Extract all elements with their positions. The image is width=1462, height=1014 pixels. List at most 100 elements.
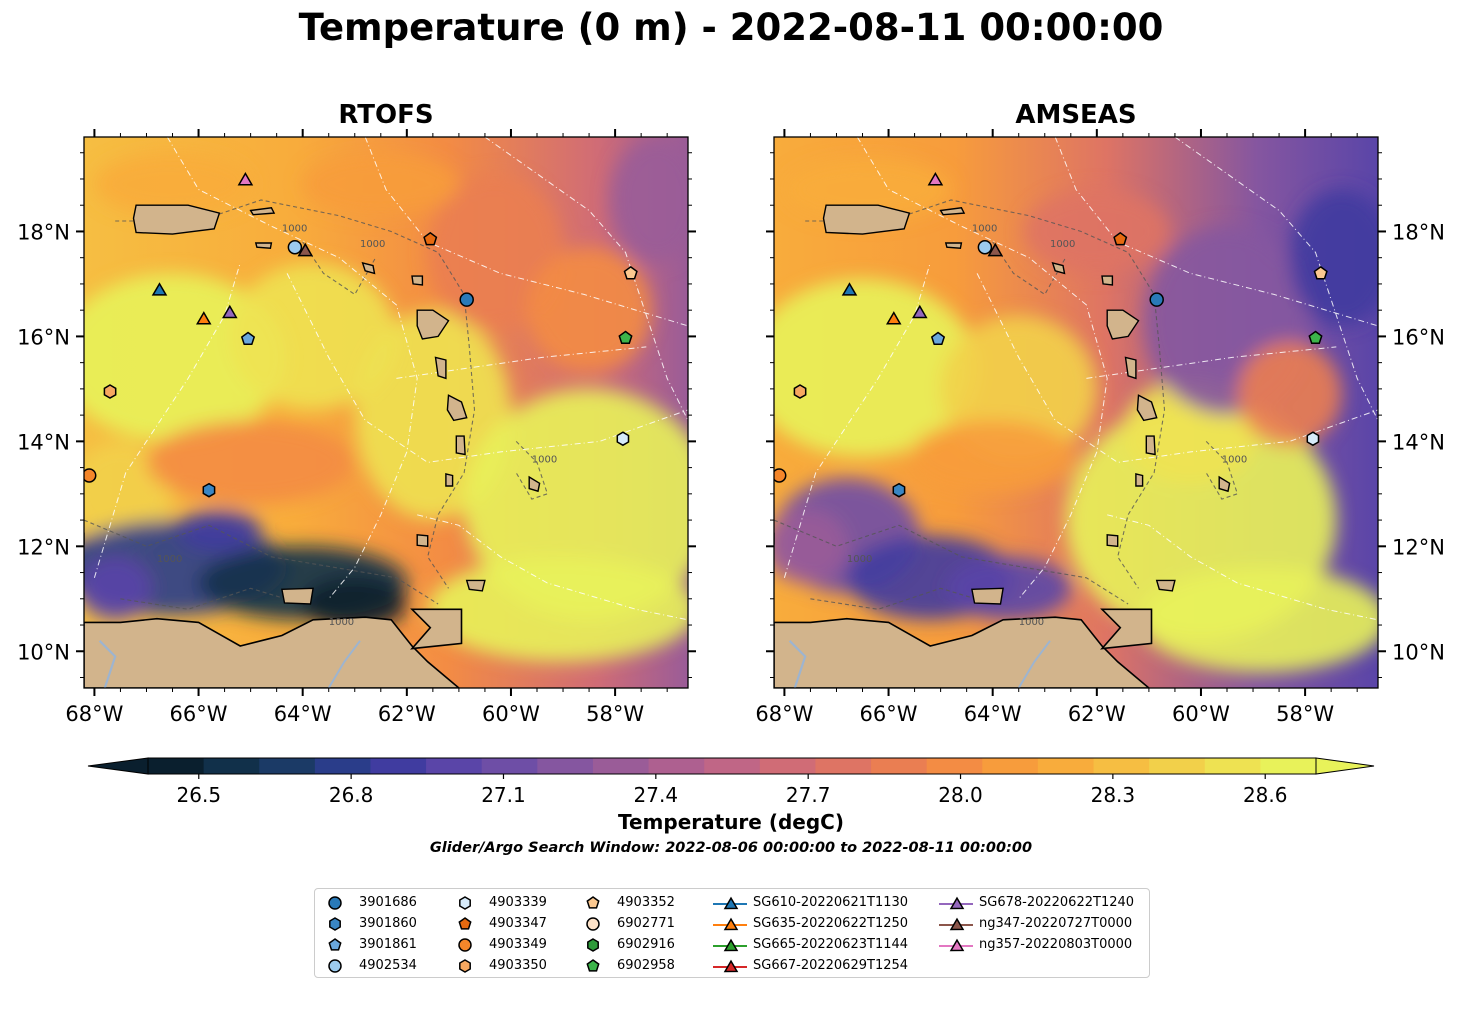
eez-boundary	[1107, 514, 1378, 621]
island-st-vincent	[1135, 473, 1144, 487]
island-martinique	[1136, 394, 1158, 422]
river	[327, 640, 361, 688]
legend-label: 3901861	[359, 937, 417, 952]
river	[98, 640, 117, 688]
legend-symbol	[458, 938, 472, 952]
legend-marker-hexagon	[587, 938, 599, 952]
island-grenada	[1106, 534, 1119, 548]
legend-marker-pentagon	[328, 938, 342, 951]
legend-label: 3901686	[359, 895, 417, 910]
colorbar-segment	[648, 758, 705, 774]
land-trinidad	[1100, 608, 1153, 650]
island-st-croix	[254, 242, 273, 249]
legend-label: 3901860	[359, 916, 417, 931]
contour-label: 1000	[157, 554, 182, 565]
colorbar-segment	[537, 758, 594, 774]
legend-marker-triangle	[949, 896, 965, 910]
legend-label: SG635-20220622T1250	[753, 916, 909, 931]
legend-marker-triangle	[723, 896, 739, 910]
eez-boundary	[856, 137, 1108, 600]
observation-3901686	[459, 292, 474, 307]
lon-label: 68°W	[65, 702, 123, 726]
island-barbados	[528, 475, 541, 493]
colorbar-segment	[481, 758, 538, 774]
island-martinique	[446, 394, 468, 422]
temperature-blob	[302, 577, 407, 631]
legend-marker-pentagon	[458, 917, 472, 930]
temperature-blob	[1237, 341, 1342, 447]
contour-label: 1000	[1050, 239, 1075, 250]
observation-4903339	[1306, 431, 1320, 447]
island-bonaire	[84, 532, 85, 545]
observation-SG678-20220622T1240	[911, 304, 928, 319]
colorbar-tick-label: 26.8	[329, 783, 374, 807]
legend-symbol	[459, 896, 471, 910]
island-antigua	[1101, 275, 1114, 286]
legend-symbol	[939, 896, 973, 910]
isobath-contour	[302, 241, 377, 296]
map-frame	[83, 136, 689, 689]
island-st-vincent	[445, 473, 454, 487]
observation-SG610-20220621T1130	[841, 282, 858, 296]
temperature-blob	[774, 509, 847, 584]
map-frame	[773, 136, 1379, 689]
colorbar-segment	[759, 758, 816, 774]
colorbar-segment	[1093, 758, 1150, 774]
island-st-croix	[944, 242, 963, 249]
lon-label: 64°W	[964, 702, 1022, 726]
observation-SG635-20220622T1250	[885, 311, 902, 325]
contour-label: 1000	[1019, 617, 1044, 628]
legend-marker-triangle	[949, 917, 965, 931]
observation-ng357-20220803T0000	[927, 172, 944, 186]
land-south-america	[774, 616, 1151, 688]
lat-label: 16°N	[1392, 325, 1445, 349]
observation-3901860	[202, 482, 216, 498]
colorbar-frame	[147, 757, 1317, 775]
legend-symbol	[586, 959, 600, 972]
map-panel-rtofs: 1000 1000 1000 1000 1000	[84, 137, 688, 688]
observation-3901861	[240, 331, 256, 346]
river	[788, 640, 807, 688]
legend-symbol	[939, 938, 973, 952]
island-tobago	[1155, 579, 1176, 592]
isobath-contour	[774, 519, 1129, 605]
map-panel-amseas: 1000 1000 1000 1000 1000	[774, 137, 1378, 688]
observation-6902958	[618, 330, 633, 344]
island-guadeloupe	[416, 309, 450, 340]
lon-label: 62°W	[1068, 702, 1126, 726]
island-barbados	[1218, 475, 1231, 493]
temperature-blob	[84, 556, 152, 620]
eez-boundary	[286, 273, 688, 463]
legend-label: 4903347	[489, 916, 547, 931]
eez-boundary	[166, 137, 418, 600]
legend-label: 6902958	[617, 958, 675, 973]
colorbar-tick-label: 28.6	[1243, 783, 1288, 807]
legend-marker-hexagon	[459, 896, 471, 910]
observation-4903350	[793, 384, 807, 399]
legend-symbol	[328, 959, 342, 973]
colorbar: 26.5 26.8 27.1 27.4 27.7 28.0 28.3 28.6	[87, 757, 1375, 807]
temperature-blob	[229, 262, 397, 410]
observation-4903347	[423, 231, 438, 246]
legend-symbol	[713, 896, 747, 910]
legend-symbol	[713, 938, 747, 952]
temperature-blob	[774, 278, 978, 458]
island-virgin-islands	[939, 207, 966, 216]
colorbar-segment	[1204, 758, 1261, 774]
observation-4903350	[103, 384, 117, 399]
eez-boundary	[1086, 346, 1337, 379]
legend-symbol	[328, 896, 342, 910]
legend-label: 4903339	[489, 895, 547, 910]
colorbar-segment	[871, 758, 928, 774]
legend-label: SG665-20220623T1144	[753, 937, 909, 952]
temperature-blob	[1138, 567, 1378, 673]
contour-label: 1000	[847, 554, 872, 565]
legend-marker-circle	[586, 917, 600, 931]
temperature-blob	[427, 556, 688, 662]
lon-label: 58°W	[1276, 702, 1334, 726]
isobath-contour	[992, 241, 1067, 296]
legend-marker-hexagon	[329, 917, 341, 931]
island-puerto-rico	[132, 204, 221, 235]
land-south-america	[84, 616, 461, 688]
contour-label: 1000	[972, 223, 997, 234]
